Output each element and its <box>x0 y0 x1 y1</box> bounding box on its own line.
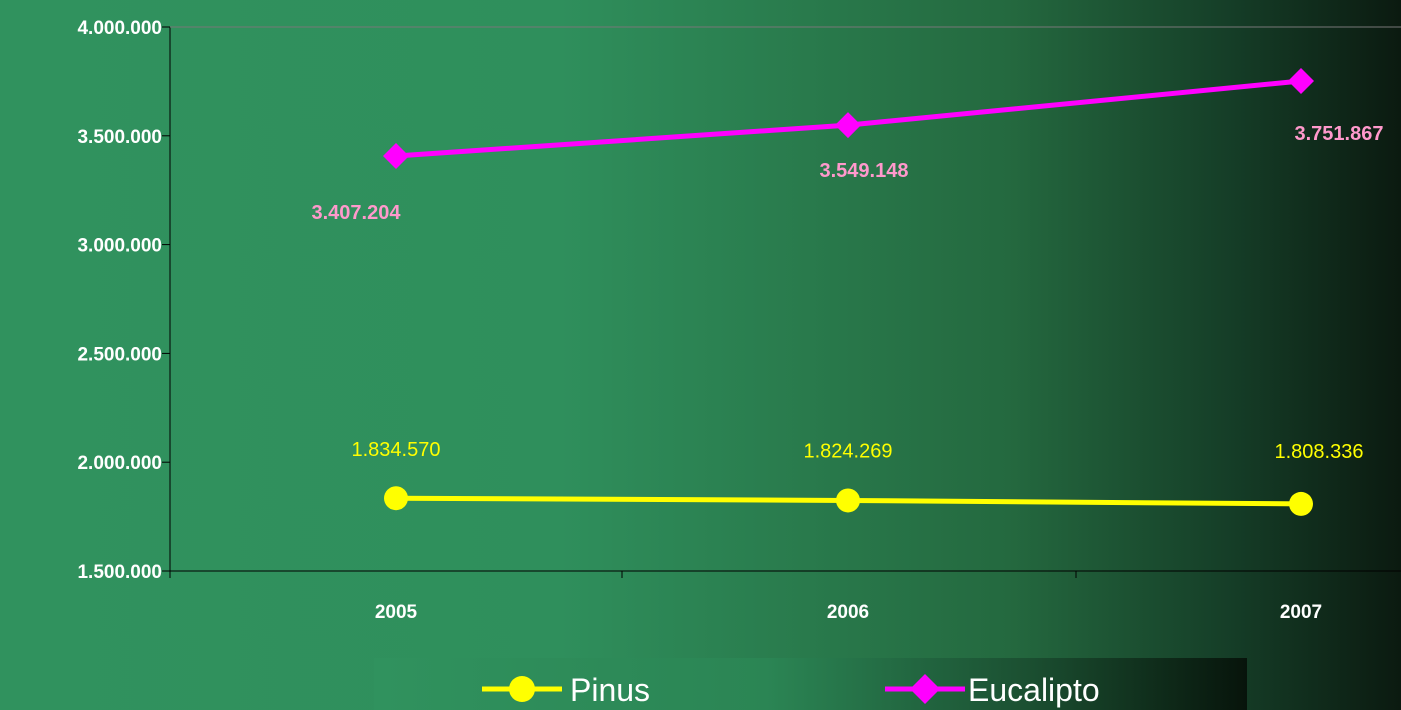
y-tick-label: 2.500.000 <box>77 344 162 365</box>
series-layer: 1.834.570 1.824.269 1.808.336 3.407.204 3.54… <box>312 67 1384 516</box>
x-axis: 2005 2006 2007 <box>169 570 1401 623</box>
x-tick-label: 2006 <box>827 602 869 623</box>
data-label: 1.808.336 <box>1275 441 1364 463</box>
y-tick-label: 4.000.000 <box>77 18 162 39</box>
data-label: 3.549.148 <box>820 160 909 182</box>
series-eucalipto: 3.407.204 3.549.148 3.751.867 <box>312 67 1384 224</box>
legend-item-eucalipto: Eucalipto <box>885 672 1100 708</box>
y-tick-label: 3.000.000 <box>77 236 162 257</box>
x-tick-label: 2005 <box>375 602 418 623</box>
series-pinus: 1.834.570 1.824.269 1.808.336 <box>352 439 1364 516</box>
data-point-marker <box>835 112 861 139</box>
y-axis: 1.500.000 2.000.000 2.500.000 3.000.000 3.50… <box>77 18 1401 583</box>
data-point-marker <box>384 486 408 511</box>
legend-box <box>374 658 1247 710</box>
legend-label: Eucalipto <box>968 672 1100 708</box>
legend-item-pinus: Pinus <box>482 672 650 708</box>
data-point-marker <box>1289 491 1313 516</box>
y-tick-label: 1.500.000 <box>77 562 162 583</box>
data-point-marker <box>1288 67 1314 94</box>
legend: Pinus Eucalipto <box>374 658 1247 710</box>
legend-marker <box>910 674 940 704</box>
data-label: 1.824.269 <box>804 440 893 462</box>
legend-label: Pinus <box>570 672 650 708</box>
data-point-marker <box>836 488 860 513</box>
data-point-marker <box>383 142 409 169</box>
y-tick-label: 2.000.000 <box>77 453 162 474</box>
x-tick-label: 2007 <box>1280 602 1322 623</box>
legend-marker <box>509 676 535 702</box>
data-label: 1.834.570 <box>352 439 441 461</box>
data-label: 3.407.204 <box>312 202 402 224</box>
y-tick-label: 3.500.000 <box>77 127 162 148</box>
data-label: 3.751.867 <box>1295 123 1384 145</box>
